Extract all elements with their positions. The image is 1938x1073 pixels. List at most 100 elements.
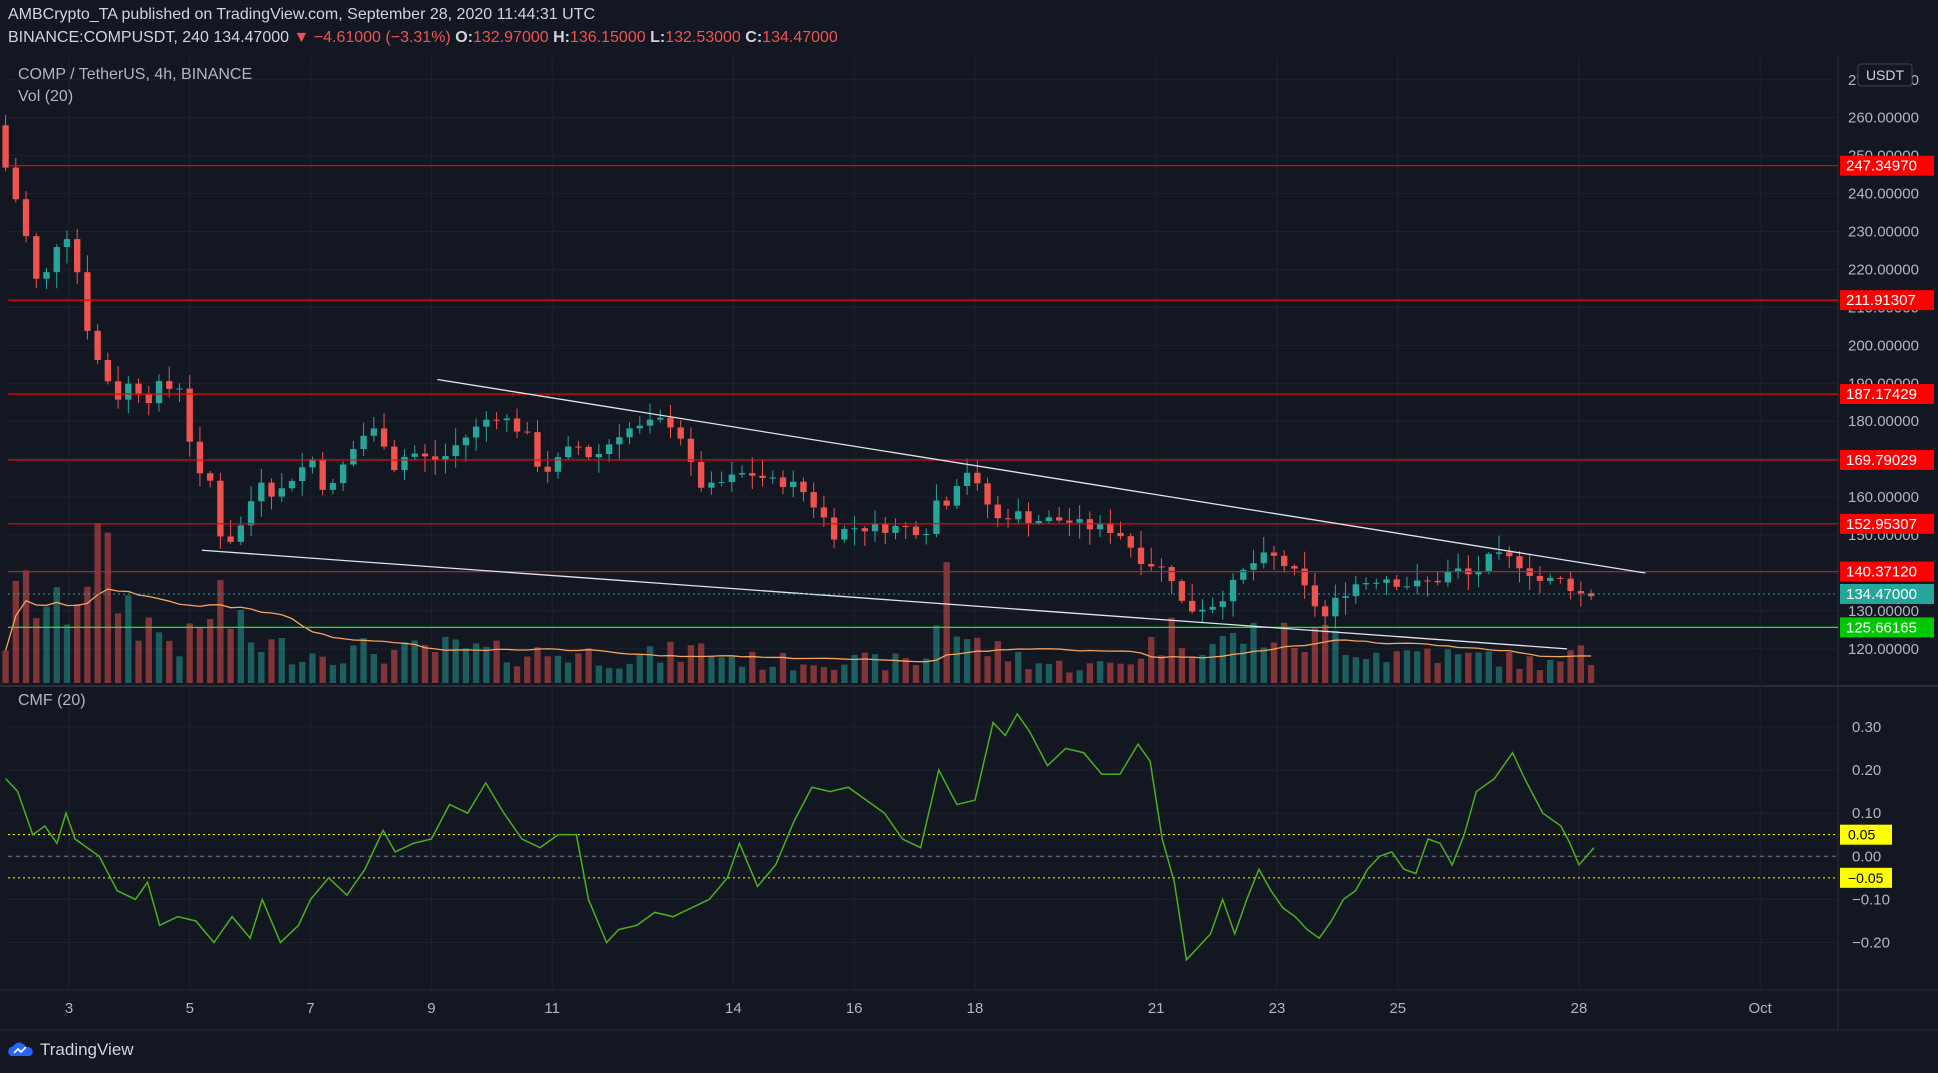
open-value: 132.97000 (473, 29, 549, 46)
volume-bar (1557, 661, 1564, 683)
candle-body (534, 432, 541, 467)
volume-bar (237, 609, 245, 683)
candle-body (708, 482, 715, 488)
candle-body (1209, 606, 1216, 610)
price-level-badge (1840, 561, 1934, 582)
volume-bar (1178, 648, 1186, 683)
candle-body (513, 418, 521, 432)
volume-bar (994, 641, 1001, 683)
candle-body (1168, 567, 1175, 582)
currency-badge-label: USDT (1866, 67, 1905, 83)
volume-bar (1025, 669, 1032, 683)
candle-body (462, 437, 470, 446)
volume-bar (176, 656, 183, 683)
volume-bar (1485, 651, 1492, 683)
volume-bar (1086, 663, 1094, 683)
candle-body (196, 441, 204, 474)
volume-bar (166, 640, 173, 683)
volume-bar (1035, 663, 1042, 683)
volume-bar (493, 640, 500, 683)
candle-body (483, 419, 490, 427)
candle-body (1076, 519, 1083, 523)
volume-bar (1199, 654, 1206, 683)
volume-bar (1127, 664, 1134, 683)
volume-bar (677, 661, 684, 683)
time-tick-label: 5 (186, 1000, 194, 1017)
price-level-label: 152.95307 (1846, 516, 1917, 533)
volume-bar (1096, 661, 1104, 683)
volume-bar (1506, 651, 1513, 683)
time-tick-label: 21 (1148, 1000, 1165, 1017)
volume-bar (1546, 660, 1554, 683)
price-level-badge (1840, 155, 1934, 176)
volume-bar (984, 656, 991, 683)
trendline-lower (201, 549, 1567, 650)
price-level-label: 169.79029 (1846, 452, 1917, 469)
volume-bar (1270, 642, 1278, 683)
candle-body (1117, 533, 1124, 537)
candle-body (953, 486, 961, 506)
tradingview-logo[interactable]: TradingView (8, 1040, 134, 1060)
candle-body (1434, 580, 1441, 583)
volume-bar (503, 662, 510, 683)
cmf-line (5, 712, 1595, 962)
volume-bar (370, 653, 377, 683)
volume-bar (841, 664, 848, 683)
volume-bar (1424, 648, 1431, 683)
volume-bar (350, 645, 357, 683)
candle-body (493, 419, 500, 421)
candle-body (912, 526, 920, 536)
cmf-tick-label: 0.00 (1852, 848, 1881, 865)
candle-body (1424, 580, 1431, 582)
volume-bar (636, 654, 643, 683)
volume-bar (1076, 670, 1083, 683)
volume-bar (1383, 662, 1390, 683)
candle-body (237, 525, 245, 542)
cmf-legend[interactable]: CMF (20) (18, 692, 86, 709)
volume-bar (309, 653, 316, 683)
candle-body (268, 482, 275, 497)
volume-bar (1475, 652, 1482, 683)
volume-bar (759, 669, 766, 683)
volume-bar (1015, 651, 1022, 683)
candle-body (135, 383, 142, 395)
candle-body (360, 435, 367, 450)
candle-body (1495, 552, 1503, 554)
volume-bar (963, 639, 971, 683)
candle-body (595, 454, 603, 458)
price-tick-label: 240.00000 (1848, 186, 1919, 203)
pair-legend[interactable]: COMP / TetherUS, 4h, BINANCE (18, 66, 253, 83)
volume-bar (1454, 654, 1462, 683)
cmf-tick-label: 0.30 (1852, 719, 1881, 736)
currency-badge (1857, 63, 1913, 87)
time-tick-label: 28 (1571, 1000, 1588, 1017)
volume-bar (462, 648, 470, 683)
volume-bar (1260, 647, 1267, 683)
candle-body (1004, 518, 1012, 520)
candle-body (1158, 566, 1165, 568)
volume-legend[interactable]: Vol (20) (18, 88, 74, 105)
publisher-line: AMBCrypto_TA published on TradingView.co… (8, 6, 595, 23)
cmf-tick-label: −0.20 (1852, 935, 1890, 952)
volume-bar (268, 639, 275, 683)
candle-body (974, 472, 981, 484)
candle-body (1516, 556, 1523, 569)
volume-bar (534, 647, 541, 683)
candle-body (1557, 577, 1564, 579)
volume-bar (227, 628, 234, 683)
volume-bar (1158, 655, 1165, 683)
cmf-band-label: 0.05 (1848, 827, 1875, 843)
price-level-label: 247.34970 (1846, 158, 1917, 175)
volume-bar (33, 618, 40, 683)
volume-bar (472, 643, 480, 683)
tradingview-cloud-icon (8, 1042, 33, 1056)
volume-bar (74, 604, 81, 683)
candle-body (1506, 552, 1513, 557)
time-tick-label: 23 (1269, 1000, 1286, 1017)
volume-bar (135, 640, 142, 683)
price-level-label: 125.66165 (1846, 619, 1917, 636)
candle-body (401, 456, 408, 471)
candle-body (329, 483, 337, 490)
candle-body (779, 477, 787, 488)
